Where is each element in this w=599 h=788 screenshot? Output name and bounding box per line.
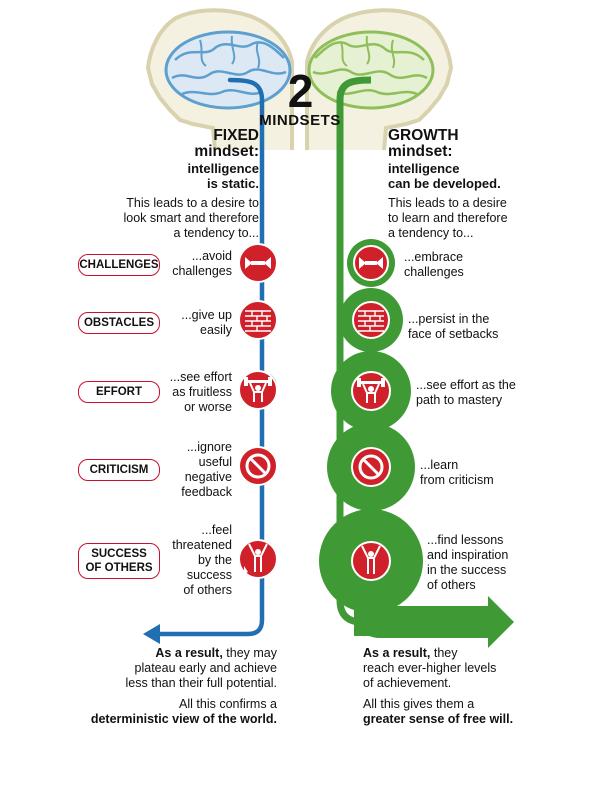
badge-obstacles: OBSTACLES <box>78 312 160 334</box>
fixed-item-criticism: ...ignore useful negative feedback <box>181 440 232 499</box>
growth-item-obstacles: ...persist in the face of setbacks <box>408 312 499 341</box>
growth-mindset-label: mindset: <box>388 143 453 160</box>
title-word: MINDSETS <box>259 112 341 129</box>
fixed-lead-2: look smart and therefore <box>123 211 260 225</box>
growth-desc-2: can be developed. <box>388 176 501 191</box>
growth-desc-1: intelligence <box>388 161 460 176</box>
growth-result: As a result, they reach ever-higher leve… <box>363 646 497 690</box>
weightlifter-icon <box>238 370 278 410</box>
fixed-item-success: ...feel threatened by the success of others <box>172 523 232 597</box>
growth-confirm: All this gives them a greater sense of f… <box>363 697 514 726</box>
growth-lead-3: a tendency to... <box>388 226 474 240</box>
fixed-lead-1: This leads to a desire to <box>126 196 259 210</box>
fixed-desc-2: is static. <box>206 176 259 191</box>
badge-effort: EFFORT <box>78 381 160 403</box>
fixed-arrow-head <box>143 624 160 644</box>
title-number: 2 <box>287 65 314 117</box>
brick-wall-icon <box>238 300 278 340</box>
prohibited-icon <box>351 447 391 487</box>
growth-item-criticism: ...learn from criticism <box>420 458 494 487</box>
fixed-mindset-label: mindset: <box>194 143 259 160</box>
growth-lead-2: to learn and therefore <box>388 211 508 225</box>
growth-item-effort: ...see effort as the path to mastery <box>416 378 516 407</box>
growth-item-challenges: ...embrace challenges <box>404 250 464 279</box>
fixed-item-challenges: ...avoid challenges <box>172 249 232 278</box>
cheering-person-icon <box>351 541 391 581</box>
brick-wall-icon <box>352 301 390 339</box>
fixed-item-effort: ...see effort as fruitless or worse <box>169 370 232 414</box>
badge-challenges: CHALLENGES <box>78 254 160 276</box>
growth-lead-1: This leads to a desire <box>388 196 507 210</box>
growth-circles <box>319 239 514 648</box>
badge-criticism: CRITICISM <box>78 459 160 481</box>
growth-item-success: ...find lessons and inspiration in the suc… <box>427 533 509 592</box>
fixed-heading: FIXED <box>213 127 259 144</box>
growth-icons <box>351 245 391 581</box>
fixed-item-obstacles: ...give up easily <box>181 308 232 337</box>
challenge-arrows-icon <box>238 243 278 283</box>
fixed-lead-3: a tendency to... <box>173 226 259 240</box>
badge-success-of-others: SUCCESS OF OTHERS <box>78 543 160 579</box>
prohibited-icon <box>238 446 278 486</box>
fixed-desc-1: intelligence <box>187 161 259 176</box>
fixed-confirm: All this confirms a deterministic view o… <box>90 697 277 726</box>
weightlifter-icon <box>351 371 391 411</box>
fixed-result: As a result, they may plateau early and … <box>125 646 277 690</box>
cheering-person-icon <box>238 539 278 579</box>
challenge-arrows-icon <box>353 245 389 281</box>
fixed-icons <box>238 243 278 579</box>
growth-heading: GROWTH <box>388 127 459 144</box>
